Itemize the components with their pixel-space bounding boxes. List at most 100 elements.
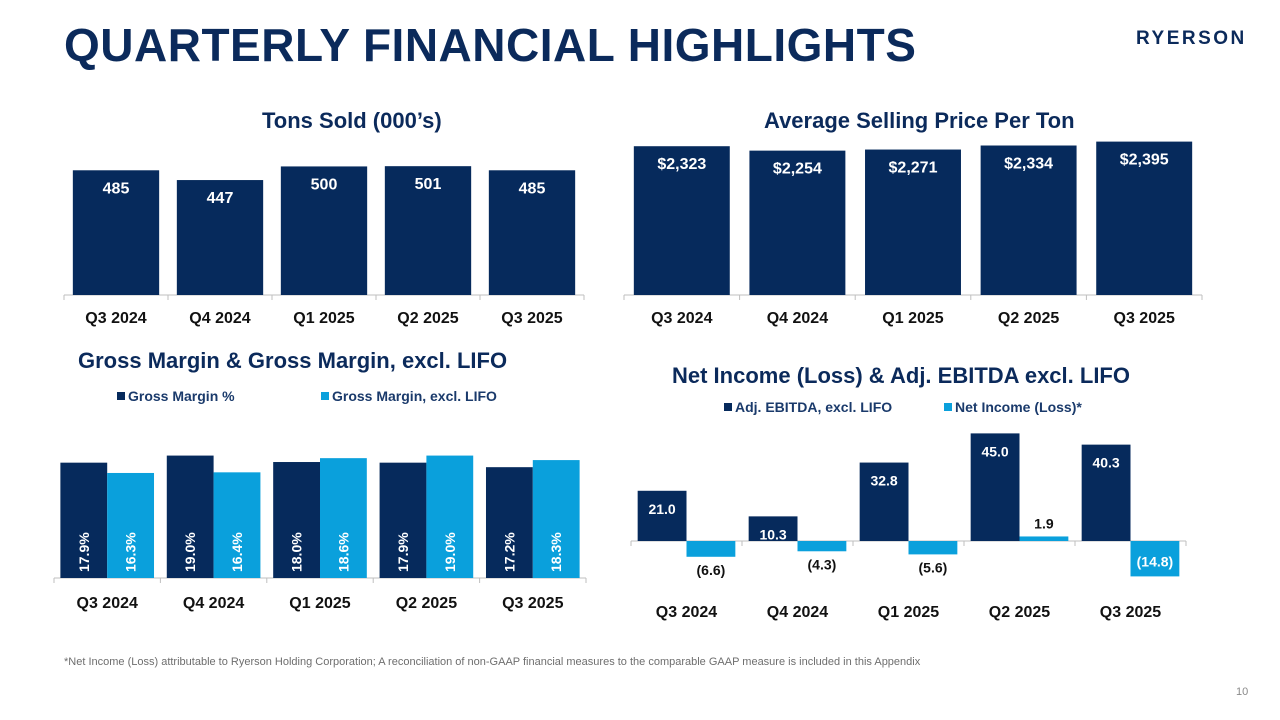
tons-bar-primary (176, 180, 264, 295)
asp-bar-primary (749, 150, 846, 295)
asp-bar-primary (865, 149, 961, 295)
legend-label: Gross Margin, excl. LIFO (332, 388, 497, 404)
asp-category-label: Q1 2025 (882, 310, 943, 327)
tons-bar-primary (280, 166, 368, 295)
ni-category-label: Q1 2025 (878, 604, 939, 621)
gm-bar-primary (273, 462, 320, 578)
gm-data-label: 18.3% (548, 532, 564, 572)
asp-category-label: Q2 2025 (998, 310, 1059, 327)
ni-bar-primary (1081, 444, 1131, 541)
ni-data-label: 1.9 (1034, 515, 1054, 531)
gm-bar-secondary (213, 472, 261, 578)
gm-legend-item-gross-margin: Gross Margin % (117, 388, 235, 404)
ni-bar-secondary (1019, 536, 1069, 541)
ni-data-label: 10.3 (759, 526, 786, 542)
ni-bar-primary (637, 490, 687, 541)
legend-label: Net Income (Loss)* (955, 399, 1082, 415)
ni-category-label: Q2 2025 (989, 604, 1050, 621)
tons-data-label: 501 (415, 176, 442, 193)
ryerson-logo: RYERSON (1136, 28, 1247, 49)
gm-data-label: 17.9% (395, 532, 411, 572)
ni-data-label: 32.8 (870, 473, 897, 489)
tons-category-label: Q4 2024 (189, 310, 250, 327)
asp-chart-title: Average Selling Price Per Ton (764, 108, 1075, 133)
asp-bar-primary (980, 145, 1077, 295)
gm-bar-primary (60, 462, 108, 578)
page-title: QUARTERLY FINANCIAL HIGHLIGHTS (64, 19, 917, 71)
gm-data-label: 16.3% (123, 532, 139, 572)
ni-data-label: 21.0 (648, 501, 675, 517)
ni-category-label: Q3 2025 (1100, 604, 1161, 621)
asp-category-label: Q3 2024 (651, 310, 712, 327)
ni-data-label: 45.0 (981, 443, 1008, 459)
tons-data-label: 500 (311, 176, 338, 193)
legend-swatch-light (321, 392, 329, 400)
gm-data-label: 18.6% (335, 532, 351, 572)
gm-data-label: 17.2% (501, 532, 517, 572)
asp-data-label: $2,395 (1120, 152, 1169, 169)
asp-data-label: $2,254 (773, 161, 822, 178)
tons-chart-title: Tons Sold (000’s) (262, 108, 442, 133)
ni-data-label: (4.3) (808, 556, 837, 572)
tons-category-label: Q2 2025 (397, 310, 458, 327)
asp-bar-primary (1096, 141, 1193, 295)
ni-category-label: Q4 2024 (767, 604, 828, 621)
ni-data-label: (6.6) (697, 562, 726, 578)
gm-category-label: Q3 2024 (77, 595, 138, 612)
gm-bar-primary (485, 467, 533, 578)
gm-bar-primary (379, 462, 427, 578)
gm-bar-secondary (320, 458, 367, 578)
tons-bar-primary (72, 170, 160, 295)
ni-bar-secondary (797, 541, 847, 552)
legend-swatch-dark (724, 403, 732, 411)
ni-bar-primary (970, 433, 1020, 541)
gm-chart-title: Gross Margin & Gross Margin, excl. LIFO (78, 348, 508, 373)
ni-data-label: (5.6) (919, 559, 948, 575)
ni-chart-title: Net Income (Loss) & Adj. EBITDA excl. LI… (672, 363, 1130, 388)
ni-legend-item-ebitda: Adj. EBITDA, excl. LIFO (724, 399, 892, 415)
tons-bar-primary (488, 170, 576, 295)
gm-bar-secondary (532, 460, 580, 578)
asp-category-label: Q3 2025 (1114, 310, 1175, 327)
gm-data-label: 17.9% (76, 532, 92, 572)
ni-bar-secondary (908, 541, 958, 555)
ni-legend-item-net-income: Net Income (Loss)* (944, 399, 1082, 415)
ni-bar-secondary (686, 541, 736, 557)
gm-category-label: Q4 2024 (183, 595, 244, 612)
tons-data-label: 447 (207, 190, 234, 207)
ni-category-label: Q3 2024 (656, 604, 717, 621)
ni-data-label: (14.8) (1137, 553, 1174, 569)
gm-data-label: 19.0% (442, 532, 458, 572)
ni-bar-primary (748, 516, 798, 541)
gm-bar-secondary (426, 455, 474, 578)
legend-swatch-dark (117, 392, 125, 400)
legend-label: Gross Margin % (128, 388, 235, 404)
asp-data-label: $2,323 (657, 156, 706, 173)
gm-data-label: 19.0% (182, 532, 198, 572)
gm-data-label: 18.0% (289, 532, 305, 572)
legend-label: Adj. EBITDA, excl. LIFO (735, 399, 893, 415)
footnote: *Net Income (Loss) attributable to Ryers… (64, 656, 921, 668)
tons-category-label: Q3 2025 (501, 310, 562, 327)
asp-data-label: $2,271 (889, 160, 938, 177)
gm-category-label: Q2 2025 (396, 595, 457, 612)
gm-data-label: 16.4% (229, 532, 245, 572)
ni-bar-primary (859, 462, 909, 541)
page-number: 10 (1236, 686, 1249, 698)
gm-legend-item-excl-lifo: Gross Margin, excl. LIFO (321, 388, 497, 404)
asp-data-label: $2,334 (1004, 156, 1053, 173)
gm-bar-secondary (107, 472, 155, 578)
tons-bar-primary (384, 166, 472, 295)
asp-category-label: Q4 2024 (767, 310, 828, 327)
tons-category-label: Q1 2025 (293, 310, 354, 327)
tons-category-label: Q3 2024 (85, 310, 146, 327)
tons-data-label: 485 (519, 180, 546, 197)
asp-bar-primary (633, 146, 730, 295)
gm-category-label: Q3 2025 (502, 595, 563, 612)
ni-data-label: 40.3 (1092, 455, 1119, 471)
gm-bar-primary (166, 455, 214, 578)
gm-category-label: Q1 2025 (289, 595, 350, 612)
tons-data-label: 485 (103, 180, 130, 197)
ni-bar-secondary (1130, 541, 1180, 577)
